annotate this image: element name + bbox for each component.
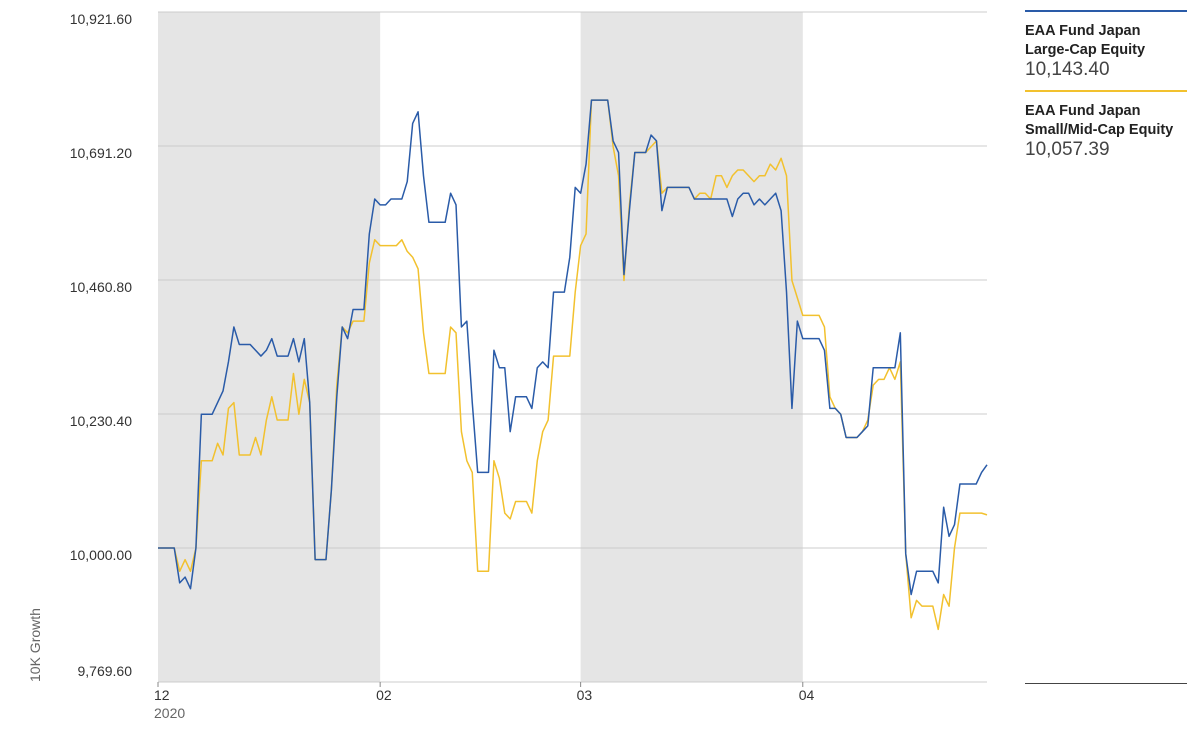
legend-divider xyxy=(1025,683,1187,684)
y-axis-ticks: 10,921.60 10,691.20 10,460.80 10,230.40 10,0… xyxy=(70,11,133,679)
legend-series-name: EAA Fund Japan Large-Cap Equity xyxy=(1025,22,1187,60)
legend-series-name: EAA Fund Japan Small/Mid-Cap Equity xyxy=(1025,102,1187,140)
x-tick-label: 12 xyxy=(154,687,170,703)
shaded-month-bands xyxy=(158,12,803,682)
legend-series-value: 10,057.39 xyxy=(1025,140,1187,160)
shaded-band xyxy=(581,12,803,682)
x-tick-label: 04 xyxy=(799,687,815,703)
legend-entry-small-mid-cap: EAA Fund Japan Small/Mid-Cap Equity 10,0… xyxy=(1025,90,1187,160)
x-tick-label: 03 xyxy=(577,687,593,703)
legend-entry-large-cap: EAA Fund Japan Large-Cap Equity 10,143.4… xyxy=(1025,10,1187,80)
line-chart: 10,921.60 10,691.20 10,460.80 10,230.40 10,0… xyxy=(0,0,1000,750)
y-tick-label: 10,000.00 xyxy=(70,547,132,563)
y-tick-label: 10,230.40 xyxy=(70,413,132,429)
y-axis-label: 10K Growth xyxy=(27,608,43,682)
x-tick-label: 02 xyxy=(376,687,392,703)
legend-series-value: 10,143.40 xyxy=(1025,60,1187,80)
y-tick-label: 10,691.20 xyxy=(70,145,132,161)
y-tick-label: 10,460.80 xyxy=(70,279,132,295)
y-tick-label: 9,769.60 xyxy=(78,663,133,679)
x-tick-year-label: 2020 xyxy=(154,705,185,721)
x-axis-ticks: 12202002030405 xyxy=(154,682,1000,721)
legend: EAA Fund Japan Large-Cap Equity 10,143.4… xyxy=(1025,10,1187,170)
y-tick-label: 10,921.60 xyxy=(70,11,132,27)
